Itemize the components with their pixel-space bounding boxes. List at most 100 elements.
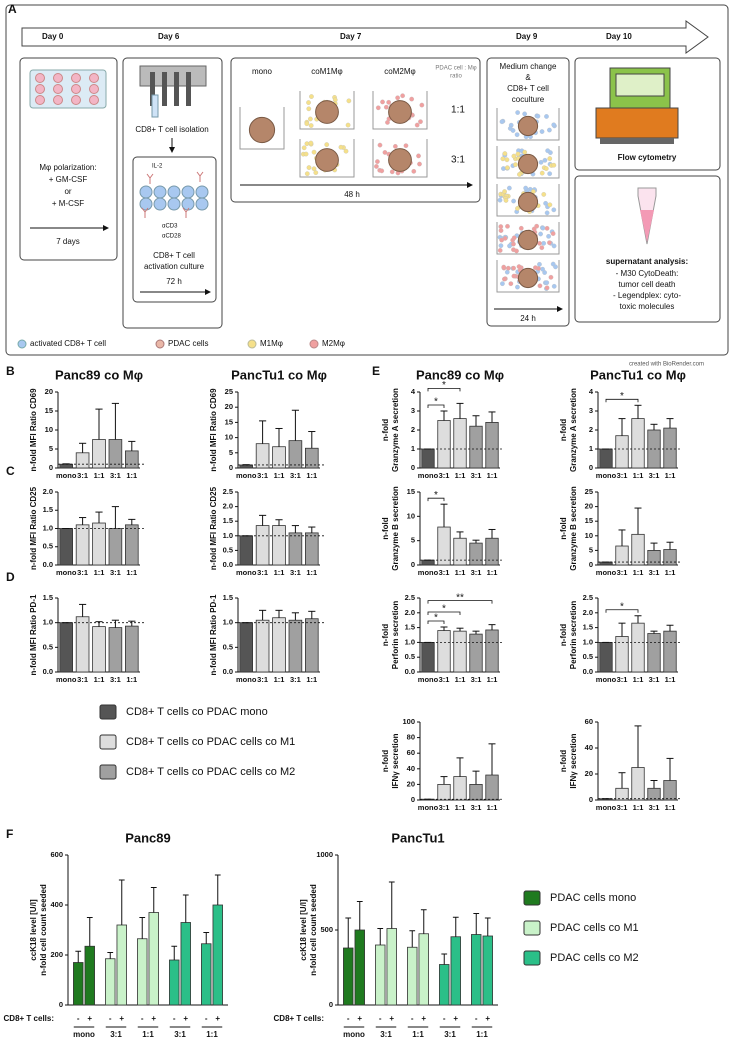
bar bbox=[647, 633, 661, 673]
well bbox=[372, 91, 428, 130]
text: & bbox=[525, 73, 531, 82]
x-tick-label: 3:1 bbox=[439, 471, 450, 480]
cell bbox=[547, 156, 553, 161]
bar bbox=[437, 526, 451, 566]
cell bbox=[346, 98, 352, 104]
x-tick-label: mono bbox=[73, 1030, 95, 1039]
y-tick-label: 60 bbox=[585, 717, 593, 726]
x-tick-label: 3:1 bbox=[471, 471, 482, 480]
chart-title: PancTu1 co Mφ bbox=[590, 367, 686, 382]
bar bbox=[239, 622, 253, 673]
y-tick-label: 2 bbox=[589, 425, 593, 434]
cell bbox=[497, 248, 503, 253]
well bbox=[496, 184, 560, 217]
plate-well bbox=[71, 84, 81, 94]
text: coM1Mφ bbox=[311, 67, 342, 76]
bar bbox=[255, 619, 270, 673]
plate-well bbox=[35, 84, 45, 94]
text: PDAC cell : Mφ bbox=[435, 66, 476, 72]
bar bbox=[125, 524, 139, 566]
chart-title: PancTu1 bbox=[391, 830, 444, 845]
x-tick-label: 1:1 bbox=[94, 471, 105, 480]
chart-title: Panc89 co Mφ bbox=[416, 367, 504, 382]
y-axis-label: n-fold MFI Ratio PD-1 bbox=[209, 594, 218, 675]
bar bbox=[59, 528, 73, 566]
y-tick-label: 15 bbox=[407, 487, 415, 496]
legend-icon bbox=[17, 339, 27, 349]
y-tick-label: 0.0 bbox=[223, 667, 233, 676]
bar bbox=[647, 787, 661, 801]
cell bbox=[540, 266, 545, 272]
well bbox=[299, 91, 355, 130]
cell bbox=[510, 128, 516, 133]
text: ratio bbox=[450, 74, 462, 80]
subcategory-label: + bbox=[151, 1014, 156, 1023]
legend-text: PDAC cells bbox=[168, 339, 208, 348]
y-axis-label: n-fold cell count seeded bbox=[309, 884, 318, 976]
cell bbox=[511, 153, 517, 159]
y-tick-label: 2.5 bbox=[223, 487, 233, 496]
instrument bbox=[595, 107, 679, 139]
column bbox=[174, 72, 179, 106]
credit: created with BioRender.com bbox=[629, 362, 704, 368]
plate-well bbox=[89, 84, 99, 94]
cell bbox=[511, 273, 517, 279]
legend-text: PDAC cells mono bbox=[550, 892, 636, 904]
significance-label: * bbox=[442, 380, 446, 391]
cell bbox=[513, 162, 518, 167]
step-box bbox=[574, 175, 721, 323]
cell bbox=[304, 171, 310, 177]
cell bbox=[547, 171, 553, 177]
subcategory-label: - bbox=[141, 1014, 144, 1023]
cell bbox=[386, 99, 392, 105]
panel-label: B bbox=[6, 364, 15, 378]
well bbox=[496, 108, 560, 141]
cell bbox=[502, 189, 507, 194]
legend-text: CD8+ T cells co PDAC cells co M1 bbox=[126, 736, 295, 748]
cell bbox=[308, 123, 314, 128]
y-tick-label: 2.5 bbox=[405, 593, 415, 602]
bar bbox=[288, 440, 303, 469]
cell bbox=[515, 110, 520, 115]
spheroid bbox=[248, 116, 276, 144]
y-tick-label: 3 bbox=[589, 406, 593, 415]
cell bbox=[377, 142, 383, 148]
significance-label: ** bbox=[456, 592, 464, 603]
cell bbox=[383, 104, 389, 110]
y-tick-label: 1.5 bbox=[43, 505, 53, 514]
legend-text: M1Mφ bbox=[260, 339, 283, 348]
bar bbox=[485, 537, 499, 566]
y-axis-label: Perforin secretion bbox=[391, 601, 400, 670]
cell bbox=[507, 185, 512, 191]
x-tick-label: 1:1 bbox=[126, 471, 137, 480]
cell bbox=[139, 185, 153, 199]
step-box bbox=[19, 57, 118, 261]
text: tumor cell death bbox=[619, 280, 676, 289]
cell bbox=[504, 269, 510, 275]
cell bbox=[411, 169, 417, 174]
x-tick-label: mono bbox=[596, 568, 617, 577]
x-tick-label: 1:1 bbox=[274, 471, 285, 480]
cell bbox=[539, 129, 545, 134]
cell bbox=[505, 223, 510, 229]
cell bbox=[551, 243, 557, 249]
y-tick-label: 0 bbox=[59, 1000, 63, 1009]
cell bbox=[548, 274, 554, 280]
y-tick-label: 400 bbox=[50, 900, 63, 909]
x-tick-label: mono bbox=[56, 471, 77, 480]
text: + M-CSF bbox=[52, 199, 84, 208]
cell bbox=[304, 141, 310, 147]
cell bbox=[498, 243, 504, 249]
bar bbox=[469, 425, 483, 469]
y-axis-label: n-fold bbox=[381, 750, 390, 772]
y-tick-label: 10 bbox=[407, 511, 415, 520]
x-tick-label: mono bbox=[236, 675, 257, 684]
bar bbox=[485, 421, 499, 469]
y-tick-label: 15 bbox=[45, 406, 53, 415]
cell bbox=[500, 281, 505, 287]
y-tick-label: 4 bbox=[589, 387, 594, 396]
cell bbox=[550, 231, 556, 236]
x-tick-label: 3:1 bbox=[77, 471, 88, 480]
cell bbox=[389, 169, 395, 175]
cell bbox=[304, 121, 310, 127]
